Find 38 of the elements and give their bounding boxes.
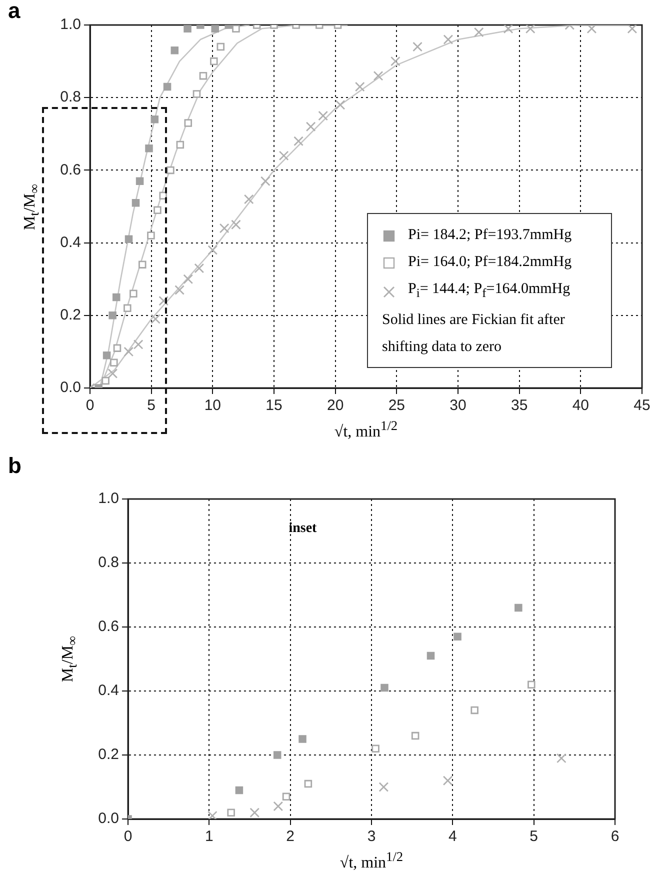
x-tick-label: 20 bbox=[326, 397, 344, 414]
x-tick-label: 10 bbox=[204, 397, 222, 414]
y-tick-label: 0.2 bbox=[98, 746, 119, 764]
y-tick-label: 0.8 bbox=[98, 554, 119, 572]
x-axis-title: √t, min$^{1/2}$ bbox=[334, 418, 398, 442]
x-tick-label: 25 bbox=[388, 397, 406, 414]
x-tick-label: 30 bbox=[450, 397, 466, 414]
y-tick-label: 0.0 bbox=[98, 810, 119, 828]
x-tick-label: 1 bbox=[204, 828, 214, 846]
x-tick-label: 0 bbox=[86, 397, 94, 414]
x-tick-label: 6 bbox=[610, 828, 620, 846]
x-tick-label: 40 bbox=[572, 397, 590, 414]
y-tick-label: 0.4 bbox=[60, 234, 81, 251]
y-tick-label: 0.4 bbox=[98, 682, 119, 700]
y-tick-label: 0.2 bbox=[60, 306, 81, 324]
legend-label: Pi= 164.0; Pf=184.2mmHg bbox=[408, 253, 572, 272]
x-tick-label: 3 bbox=[367, 828, 376, 846]
x-tick-label: 35 bbox=[510, 397, 528, 414]
x-tick-label: 5 bbox=[147, 397, 156, 414]
legend-label: P$_{i}$= 144.4; P$_{f}$=164.0mmHg bbox=[408, 280, 570, 302]
y-tick-label: 0.6 bbox=[60, 161, 81, 178]
y-tick-label: 0.8 bbox=[60, 88, 81, 106]
y-tick-label: 1.0 bbox=[98, 490, 119, 508]
annotation: Solid lines are Fickian fit after shifting data to zero bbox=[382, 311, 566, 357]
y-tick-label: 0.0 bbox=[60, 379, 81, 396]
y-tick-label: 0.6 bbox=[98, 618, 119, 636]
x-tick-label: 5 bbox=[530, 828, 538, 846]
x-tick-label: 0 bbox=[124, 828, 132, 846]
y-tick-label: 1.0 bbox=[60, 16, 81, 34]
x-tick-label: 4 bbox=[448, 828, 457, 846]
chart-title: a bbox=[8, 0, 20, 24]
x-axis-title: √t, min$^{1/2}$ bbox=[340, 849, 404, 872]
x-tick-label: 45 bbox=[634, 397, 650, 414]
legend-label: Pi= 184.2; Pf=193.7mmHg bbox=[408, 226, 572, 245]
annotation: inset bbox=[288, 521, 317, 537]
x-tick-label: 15 bbox=[266, 397, 282, 414]
chart-title: b bbox=[8, 453, 22, 479]
x-tick-label: 2 bbox=[286, 828, 295, 846]
